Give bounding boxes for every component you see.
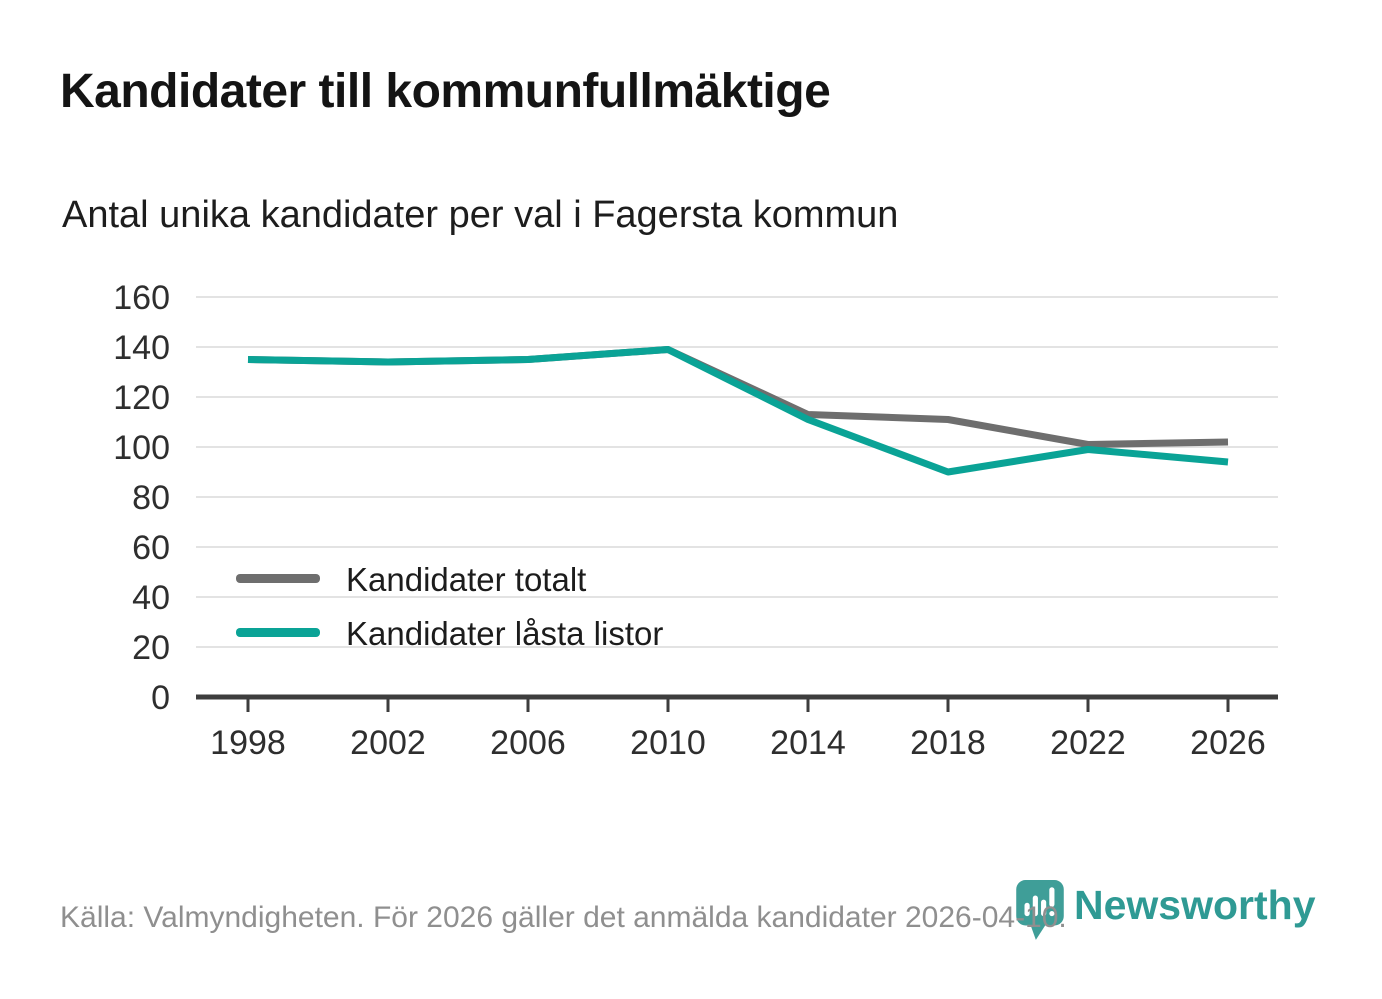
newsworthy-logo-text: Newsworthy xyxy=(1074,882,1316,928)
y-tick-label: 60 xyxy=(132,529,170,567)
x-tick-label: 2002 xyxy=(350,724,426,762)
x-tick-label: 2014 xyxy=(770,724,846,762)
x-tick-label: 1998 xyxy=(210,724,286,762)
page-title: Kandidater till kommunfullmäktige xyxy=(60,65,831,118)
line-chart: 0 20 40 60 80 100 120 140 160 1998 2002 2006 2010 201… xyxy=(113,279,1278,762)
x-tick-label: 2018 xyxy=(910,724,986,762)
x-tick-label: 2026 xyxy=(1190,724,1266,762)
newsworthy-logo xyxy=(1016,880,1064,942)
source-note: Källa: Valmyndigheten. För 2026 gäller d… xyxy=(60,901,1067,934)
series-line-kandidater-l-sta-listor xyxy=(247,346,1229,476)
y-tick-label: 80 xyxy=(132,479,170,517)
x-tick-label: 2006 xyxy=(490,724,566,762)
y-tick-label: 100 xyxy=(113,429,170,467)
y-tick-label: 140 xyxy=(113,329,170,367)
y-tick-label: 20 xyxy=(132,629,170,667)
x-tick-label: 2022 xyxy=(1050,724,1126,762)
y-tick-label: 160 xyxy=(113,279,170,317)
bar-chart-speech-bubble-icon xyxy=(1016,880,1064,940)
y-tick-label: 40 xyxy=(132,579,170,617)
chart-subtitle: Antal unika kandidater per val i Fagerst… xyxy=(62,194,899,236)
y-tick-label: 120 xyxy=(113,379,170,417)
y-tick-label: 0 xyxy=(151,679,170,717)
x-tick-label: 2010 xyxy=(630,724,706,762)
